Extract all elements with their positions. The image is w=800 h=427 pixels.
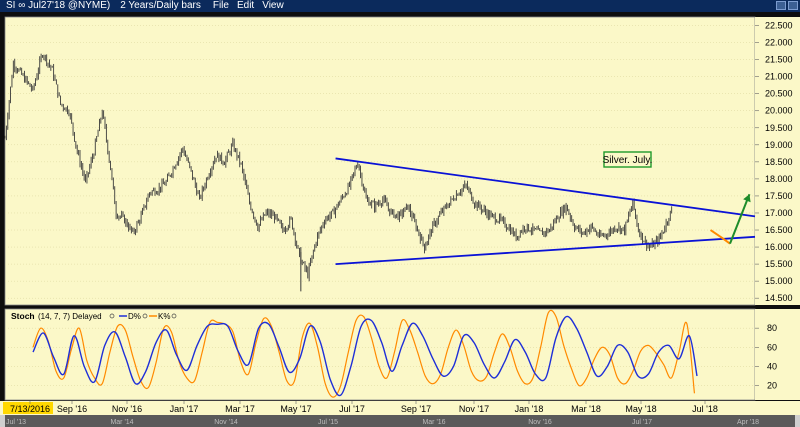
price-tick-label: 14.500 [765,293,793,303]
price-tick-label: 21.000 [765,72,793,82]
x-tick-label: Jul '17 [339,404,365,414]
stoch-tick-label: 60 [767,342,777,352]
stoch-tick-label: 40 [767,361,777,371]
price-axis [755,17,800,305]
symbol-title[interactable]: SI ∞ Jul27'18 @NYME) [6,0,111,11]
menu-file[interactable]: File [212,0,229,11]
overview-label: Jul '13 [6,419,26,426]
overview-label: Mar '14 [110,419,133,426]
price-tick-label: 18.500 [765,157,793,167]
x-tick-label: Sep '17 [401,404,431,414]
overview-label: Apr '18 [737,419,759,426]
overview-label: Nov '14 [214,419,238,426]
price-tick-label: 16.000 [765,242,793,252]
x-tick-label: Mar '17 [225,404,255,414]
title-bar: SI ∞ Jul27'18 @NYME) 2 Years/Daily bars … [0,0,800,12]
price-tick-label: 17.000 [765,208,793,218]
overview-scroll-left[interactable] [0,415,5,427]
stoch-params: (14, 7, 7) Delayed [38,312,102,321]
time-axis [0,401,800,415]
x-tick-label: Sep '16 [57,404,87,414]
overview-label: Jul '15 [318,419,338,426]
overview-scroll-right[interactable] [795,415,800,427]
forecast-arrow-line[interactable] [729,193,751,245]
overview-label: Mar '16 [422,419,445,426]
price-tick-label: 15.500 [765,259,793,269]
legend-d-label: D% [128,312,141,321]
legend-k-settings-icon[interactable] [171,313,177,319]
stoch-title: Stoch [11,311,35,321]
price-tick-label: 22.500 [765,21,793,31]
x-tick-label: May '18 [625,404,656,414]
price-tick-label: 19.500 [765,123,793,133]
x-tick-label: Nov '16 [112,404,142,414]
close-button[interactable] [788,1,798,10]
x-tick-label: 7/13/2016 [10,404,50,414]
menu-edit[interactable]: Edit [236,0,255,11]
price-tick-label: 17.500 [765,191,793,201]
stoch-axis [755,309,800,400]
forecast-arrowhead [743,194,751,203]
x-tick-label: May '17 [280,404,311,414]
menu-view[interactable]: View [262,0,284,11]
stoch-settings-icon[interactable] [109,313,115,319]
current-date-badge [3,402,53,414]
annotation-box[interactable] [603,151,652,168]
annotation-text: Silver. July. [603,155,653,166]
overview-label: Nov '16 [528,419,552,426]
x-tick-label: Mar '18 [571,404,601,414]
price-tick-label: 19.000 [765,140,793,150]
window-buttons [776,1,798,10]
x-tick-label: Jan '17 [170,404,199,414]
forecast-dip-line[interactable] [709,229,731,245]
overview-strip[interactable] [0,415,800,427]
price-tick-label: 15.000 [765,276,793,286]
price-tick-label: 16.500 [765,225,793,235]
stoch-panel[interactable] [4,308,756,401]
stoch-tick-label: 20 [767,381,777,391]
price-tick-label: 21.500 [765,55,793,65]
price-tick-label: 18.000 [765,174,793,184]
legend-d-settings-icon[interactable] [142,313,148,319]
stoch-d-line[interactable] [32,315,698,397]
minimize-button[interactable] [776,1,786,10]
legend-k-label: K% [158,312,170,321]
x-tick-label: Jan '18 [515,404,544,414]
price-tick-label: 20.500 [765,89,793,99]
lower-trendline[interactable] [335,235,756,265]
x-tick-label: Nov '17 [459,404,489,414]
price-tick-label: 22.000 [765,38,793,48]
x-tick-label: Jul '18 [692,404,718,414]
price-tick-label: 20.000 [765,106,793,116]
overview-label: Jul '17 [632,419,652,426]
stoch-k-line[interactable] [32,309,696,398]
stoch-tick-label: 80 [767,323,777,333]
upper-trendline[interactable] [335,157,756,218]
interval-label[interactable]: 2 Years/Daily bars [120,0,201,11]
